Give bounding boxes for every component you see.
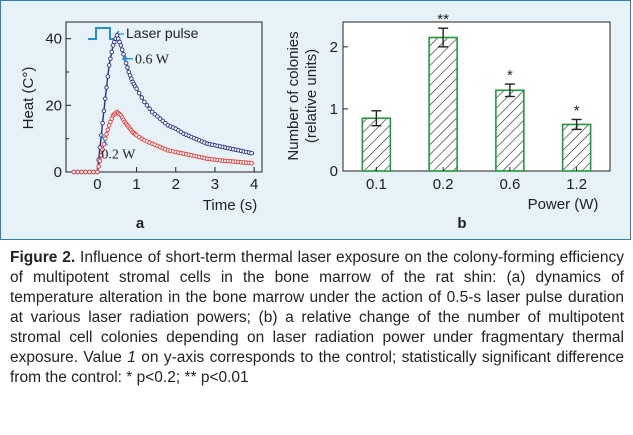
panel-a-series-point — [123, 60, 129, 66]
panel-b-x-tick-label: 1.2 — [566, 176, 587, 193]
panel-a-series-point — [75, 169, 81, 175]
panel-a-series-point — [71, 169, 77, 175]
panel-a-arrow-icon — [122, 55, 133, 63]
panel-a-series-point — [249, 150, 254, 156]
panel-a-series-point — [121, 51, 126, 57]
panel-b-y-tick-label: 1 — [330, 101, 338, 118]
panel-b-y-tick-label: 2 — [330, 39, 338, 56]
laser-pulse-legend-icon — [88, 27, 118, 40]
panel-a-series-point — [95, 169, 100, 175]
panel-a-y-tick-label: 20 — [45, 97, 62, 114]
panel-a-series-point — [119, 47, 125, 53]
panel-a-series-point — [100, 120, 105, 126]
panel-a-series-point — [118, 43, 124, 48]
panel-a-series-point — [101, 141, 107, 147]
panel-a-series-point — [97, 158, 103, 164]
figure-caption: Figure 2. Influence of short-term therma… — [10, 248, 624, 388]
panel-a-series — [71, 33, 255, 175]
panel-a-series-point — [104, 131, 109, 137]
panel-a-series-point — [87, 169, 92, 175]
panel-a-series-point — [108, 56, 113, 61]
panel-b-significance-mark: * — [507, 67, 513, 84]
panel-b-significance-mark: * — [574, 102, 580, 119]
panel-a-legend: Laser pulse — [88, 25, 199, 41]
caption-title: Figure 2. — [10, 249, 76, 266]
panel-b-x-tick-label: 0.1 — [366, 176, 387, 193]
panel-b-x-axis-label: Power (W) — [528, 196, 599, 213]
caption-italic-value: 1 — [127, 349, 136, 366]
panel-a-y-axis-label: Heat (C°) — [20, 67, 37, 130]
panel-a-series-point — [105, 127, 111, 133]
panel-a-series-point — [249, 160, 254, 166]
panel-a-plot-frame — [65, 21, 263, 173]
panel-b-x-tick-label: 0.2 — [433, 176, 454, 193]
panel-a-x-tick-label: 3 — [211, 176, 219, 193]
panel-b-bar — [561, 123, 592, 172]
panel-a-series-point — [134, 86, 139, 91]
panel-a-series-point — [106, 63, 112, 68]
panel-b-x-tick-label: 0.6 — [499, 176, 520, 193]
panel-a-series-point — [125, 65, 130, 70]
panel-a-x-tick-label: 2 — [172, 176, 180, 193]
panel-a-label-0-2w: 0.2 W — [101, 148, 136, 163]
panel-a-series-point — [142, 99, 147, 105]
panel-a-y-tick-label: 40 — [45, 31, 62, 48]
panel-a-series-point — [79, 169, 84, 175]
panel-a-series-point — [102, 96, 108, 101]
laser-pulse-legend-label: Laser pulse — [126, 25, 199, 41]
panel-b-label: b — [457, 215, 466, 232]
panel-b-bars: 0.1 ** 0.2 * 0.6 * 1.2 — [361, 11, 592, 193]
panel-a-x-axis-label: Time (s) — [203, 197, 257, 214]
panel-a-label-0-6w: 0.6 W — [135, 53, 170, 68]
panel-a-series-point — [96, 164, 101, 169]
panel-a-label: a — [136, 215, 145, 232]
panel-a-series-point — [104, 85, 109, 90]
panel-a-series-point — [99, 153, 104, 158]
panel-a-axes: 0 20 40 0 1 2 3 4 — [45, 21, 263, 193]
panel-a-x-tick-label: 4 — [250, 176, 258, 193]
panel-b-y-axis-label-line1: Number of colonies — [285, 31, 302, 160]
panel-a-series-point — [139, 95, 145, 100]
panel-a-series-point — [136, 90, 142, 96]
panel-a-series-point — [101, 108, 107, 114]
panel-a-y-tick-label: 0 — [54, 164, 62, 181]
panel-a-series-point — [100, 147, 105, 153]
caption-text: Influence of short-term thermal laser ex… — [10, 249, 624, 366]
panel-a-series-point — [105, 74, 111, 79]
panel-a-x-tick-label: 1 — [132, 176, 140, 193]
panel-a-series-point — [147, 106, 152, 111]
panel-b-bar — [495, 89, 525, 172]
panel-a-annotations: 0.6 W 0.2 W — [100, 53, 170, 163]
panel-a-series-point — [144, 103, 150, 108]
panel-b-bar — [428, 36, 458, 172]
panel-a-series-point — [109, 49, 114, 55]
panel-b-y-tick-label: 0 — [330, 163, 338, 180]
panel-a-series-point — [91, 169, 96, 175]
panel-b-significance-mark: ** — [437, 11, 449, 28]
panel-b-y-axis-label-line2: (relative units) — [303, 49, 320, 143]
panel-a-x-tick-label: 0 — [93, 176, 101, 193]
panel-a-series-point — [83, 169, 88, 175]
caption-text-after: on y-axis corresponds to the control; st… — [10, 349, 624, 386]
panel-a-arrow-icon — [100, 134, 108, 146]
